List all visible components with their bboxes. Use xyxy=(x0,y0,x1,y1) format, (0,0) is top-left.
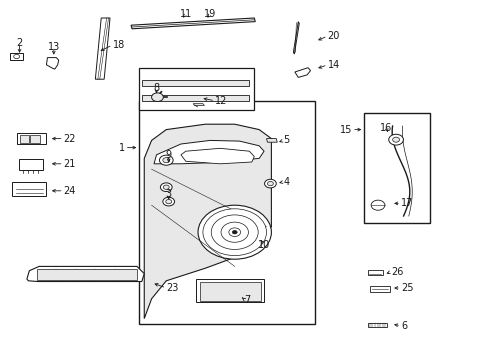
Polygon shape xyxy=(181,148,254,164)
Circle shape xyxy=(198,205,271,259)
Circle shape xyxy=(232,230,237,234)
Circle shape xyxy=(160,183,172,192)
Text: 3: 3 xyxy=(165,189,171,199)
Text: 15: 15 xyxy=(339,125,351,135)
Text: 11: 11 xyxy=(179,9,192,19)
Circle shape xyxy=(165,199,171,204)
Polygon shape xyxy=(154,140,264,164)
Text: 26: 26 xyxy=(390,267,403,277)
Circle shape xyxy=(388,134,403,145)
Circle shape xyxy=(163,158,169,163)
Circle shape xyxy=(14,54,20,59)
Bar xyxy=(10,53,23,60)
Polygon shape xyxy=(95,18,110,79)
Text: 22: 22 xyxy=(63,134,76,144)
Text: 2: 2 xyxy=(17,38,22,48)
Text: 6: 6 xyxy=(400,321,407,331)
Text: 25: 25 xyxy=(400,283,413,293)
Bar xyxy=(30,135,40,143)
Polygon shape xyxy=(266,139,277,142)
Circle shape xyxy=(392,137,399,142)
Text: 20: 20 xyxy=(327,31,339,41)
Bar xyxy=(367,270,382,275)
Bar xyxy=(369,286,389,292)
Text: 14: 14 xyxy=(327,60,339,70)
Polygon shape xyxy=(293,22,299,54)
Circle shape xyxy=(163,197,174,206)
Bar xyxy=(142,80,249,86)
Text: 23: 23 xyxy=(166,283,178,293)
Bar xyxy=(142,95,249,101)
Text: 17: 17 xyxy=(400,198,412,208)
Circle shape xyxy=(163,185,169,189)
Bar xyxy=(20,135,29,143)
Circle shape xyxy=(228,228,240,237)
Text: 8: 8 xyxy=(153,83,159,93)
Circle shape xyxy=(221,222,248,242)
Polygon shape xyxy=(27,266,144,282)
Bar xyxy=(17,133,46,144)
Circle shape xyxy=(203,209,266,256)
Circle shape xyxy=(267,181,273,186)
Bar xyxy=(139,101,315,324)
Text: 4: 4 xyxy=(283,177,289,187)
Circle shape xyxy=(370,200,384,210)
Polygon shape xyxy=(193,104,204,105)
Polygon shape xyxy=(46,58,59,69)
Text: 19: 19 xyxy=(203,9,216,19)
Circle shape xyxy=(151,93,163,102)
Bar xyxy=(37,269,137,280)
Text: 1: 1 xyxy=(118,143,124,153)
Polygon shape xyxy=(294,68,310,77)
Text: 12: 12 xyxy=(215,96,227,106)
Bar xyxy=(367,323,386,327)
Text: 7: 7 xyxy=(244,294,250,305)
Text: 21: 21 xyxy=(63,159,76,169)
Text: 24: 24 xyxy=(63,186,76,196)
Bar xyxy=(195,279,264,302)
Bar xyxy=(19,159,43,170)
Polygon shape xyxy=(131,18,255,29)
Text: 10: 10 xyxy=(257,240,270,250)
Bar xyxy=(364,113,429,223)
Text: 13: 13 xyxy=(47,42,60,52)
Text: 9: 9 xyxy=(165,150,171,160)
Text: 16: 16 xyxy=(379,123,392,133)
Circle shape xyxy=(159,155,173,165)
Polygon shape xyxy=(144,124,271,319)
Bar xyxy=(199,282,261,301)
Bar xyxy=(12,182,46,196)
Circle shape xyxy=(264,179,276,188)
Text: 5: 5 xyxy=(283,135,289,145)
Circle shape xyxy=(211,215,258,249)
Text: 18: 18 xyxy=(112,40,124,50)
Bar xyxy=(139,68,254,110)
